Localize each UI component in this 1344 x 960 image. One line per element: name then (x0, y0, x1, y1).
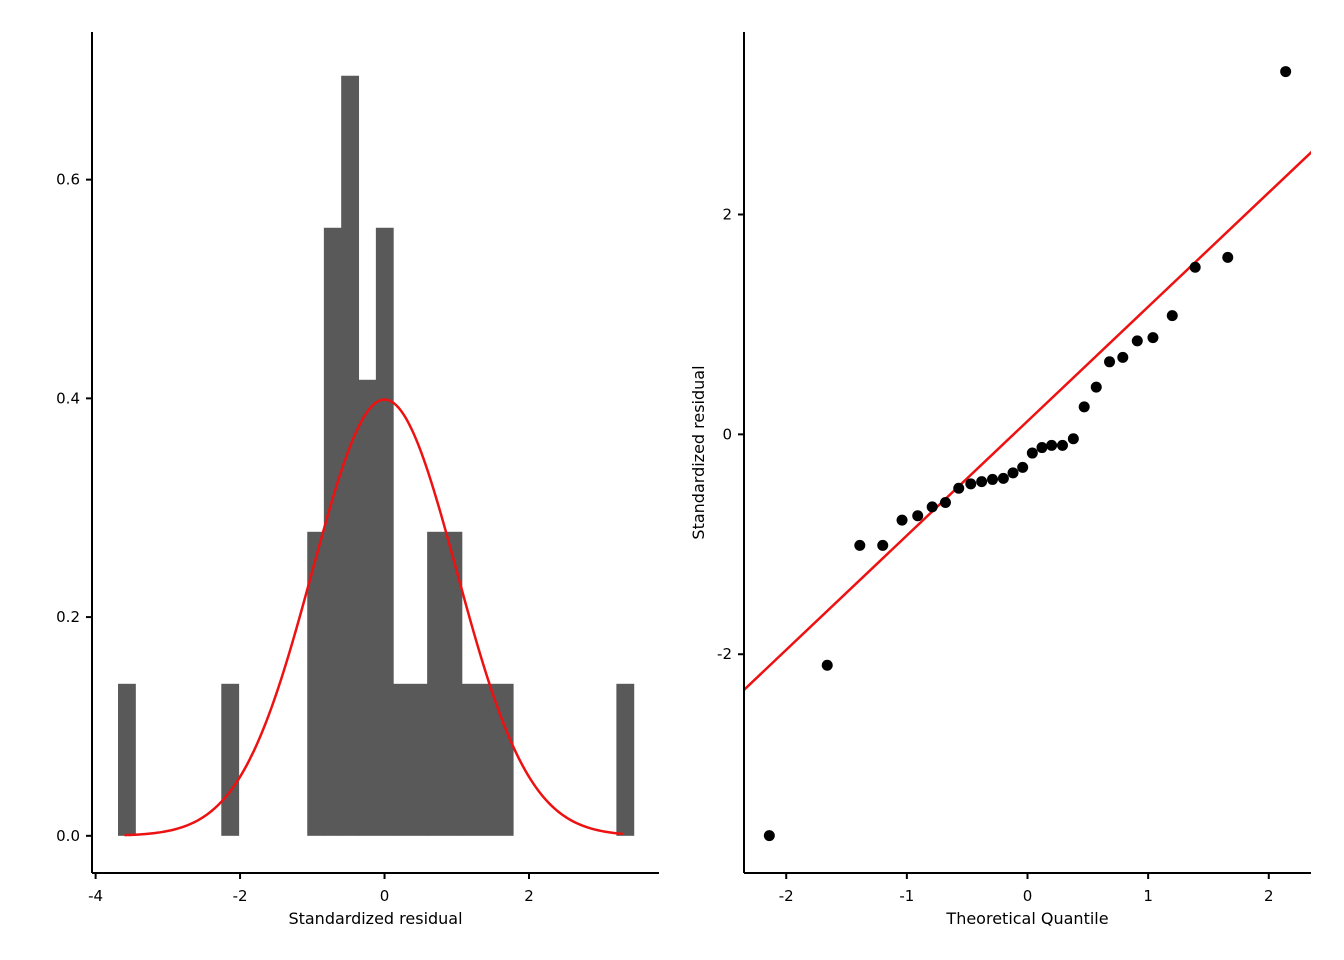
histogram-bar (323, 227, 342, 836)
normal-density-curve (124, 398, 623, 837)
qq-point (1056, 439, 1068, 451)
qq-point (953, 482, 965, 494)
qq-point (1104, 356, 1116, 368)
qq-x-tick-label: -1 (899, 887, 914, 905)
qq-point (763, 830, 775, 842)
qq-y-tick-label: 2 (722, 205, 732, 223)
histogram-bar (427, 531, 463, 836)
qq-y-axis-title: Standardized residual (689, 365, 708, 539)
histogram-bar (461, 683, 514, 836)
qq-x-tick-label: 2 (1264, 887, 1274, 905)
qq-point (912, 510, 924, 522)
qq-x-tick-label: 1 (1143, 887, 1153, 905)
histogram-bar (358, 379, 377, 836)
qq-point (877, 539, 889, 551)
qq-point (1007, 467, 1019, 479)
qq-x-tick-label: -2 (779, 887, 794, 905)
qq-point (1189, 261, 1201, 273)
qq-point (976, 476, 988, 488)
hist-x-tick-label: -2 (233, 887, 248, 905)
histogram-bar (616, 683, 635, 836)
qq-reference-line (744, 150, 1311, 692)
histogram-bar (393, 683, 428, 836)
qq-point (1117, 351, 1129, 363)
qq-point (939, 497, 951, 509)
qq-point (1046, 439, 1058, 451)
hist-x-tick-label: 0 (380, 887, 390, 905)
qq-point (1078, 401, 1090, 413)
qq-point (1166, 310, 1178, 322)
histogram-bar (341, 75, 360, 836)
qq-plot-panel: -2 -1 0 1 2 -2 0 2 Theoretical Quantile Standardi… (689, 32, 1311, 928)
qq-point (821, 659, 833, 671)
histogram-bar (307, 531, 325, 836)
qq-point (926, 501, 938, 513)
hist-y-tick-label: 0.2 (56, 608, 80, 626)
qq-point (854, 539, 866, 551)
qq-point (1067, 433, 1079, 445)
hist-y-tick-label: 0.4 (56, 389, 80, 407)
qq-point (1026, 447, 1038, 459)
qq-y-tick-label: -2 (717, 645, 732, 663)
qq-point (1131, 335, 1143, 347)
hist-y-tick-label: 0.6 (56, 171, 80, 189)
qq-point (997, 472, 1009, 484)
qq-point (1090, 381, 1102, 393)
hist-x-axis-title: Standardized residual (288, 909, 462, 928)
qq-x-axis-title: Theoretical Quantile (945, 909, 1108, 928)
qq-point (1017, 461, 1029, 473)
qq-y-tick-label: 0 (722, 425, 732, 443)
histogram-bar (221, 683, 240, 836)
histogram-bar (375, 227, 394, 836)
qq-x-tick-label: 0 (1023, 887, 1033, 905)
qq-point (987, 473, 999, 485)
qq-point (1147, 332, 1159, 344)
hist-x-tick-label: 2 (524, 887, 534, 905)
qq-point (1036, 442, 1048, 454)
histogram-panel: -4 -2 0 2 0.0 0.2 0.4 0.6 Standardized residual (56, 32, 659, 928)
hist-y-tick-label: 0.0 (56, 827, 80, 845)
qq-point (896, 514, 908, 526)
hist-x-tick-label: -4 (88, 887, 103, 905)
histogram-bar (118, 683, 136, 836)
qq-point (1280, 66, 1292, 78)
qq-point (1222, 251, 1234, 263)
qq-point (965, 478, 977, 490)
